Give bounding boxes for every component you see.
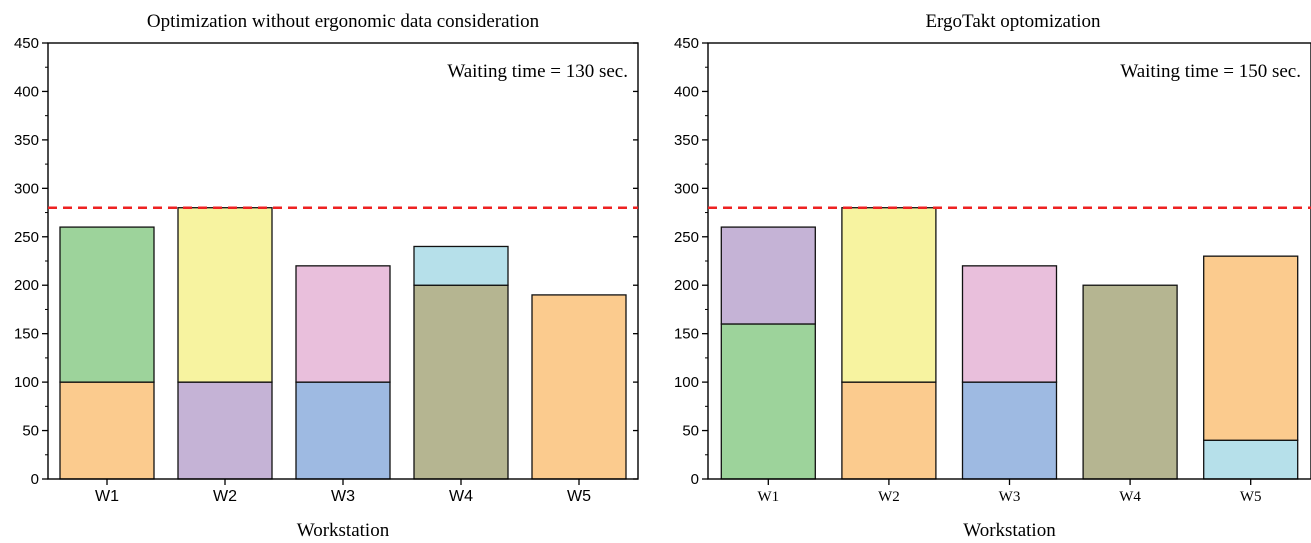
bar-W1-segment-1 xyxy=(720,323,816,480)
y-tick-label: 100 xyxy=(14,374,39,391)
y-tick-label: 300 xyxy=(674,180,699,197)
y-tick-label: 200 xyxy=(674,277,699,294)
x-axis-label: Workstation xyxy=(963,520,1056,541)
y-tick-label: 350 xyxy=(14,132,39,149)
bar-W3-segment-1 xyxy=(961,381,1058,480)
y-tick-label: 300 xyxy=(14,180,39,197)
y-tick-label: 150 xyxy=(14,326,39,343)
bar-W2-segment-1 xyxy=(177,381,273,480)
y-tick-label: 450 xyxy=(14,35,39,52)
x-tick-label: W2 xyxy=(878,489,900,505)
bar-W3-segment-1 xyxy=(295,381,391,480)
x-tick-label: W3 xyxy=(999,489,1021,505)
y-tick-label: 0 xyxy=(31,471,39,488)
bar-W5-segment-1 xyxy=(1203,439,1299,480)
bar-W1-segment-2 xyxy=(720,226,816,325)
y-tick-label: 250 xyxy=(674,229,699,246)
x-tick-label: W3 xyxy=(331,488,355,505)
chart-title: ErgoTakt optomization xyxy=(925,11,1101,32)
x-tick-label: W5 xyxy=(567,488,591,505)
bar-W3-segment-2 xyxy=(961,265,1058,383)
bar-W2-segment-2 xyxy=(841,207,937,383)
bar-W2-segment-1 xyxy=(841,381,937,480)
x-tick-label: W1 xyxy=(95,488,119,505)
bar-W1-segment-2 xyxy=(59,226,155,383)
waiting-time-annotation: Waiting time = 150 sec. xyxy=(1120,61,1301,82)
x-tick-label: W2 xyxy=(213,488,237,505)
bar-W4-segment-1 xyxy=(413,284,509,480)
y-tick-label: 400 xyxy=(14,83,39,100)
x-tick-label: W4 xyxy=(449,488,473,505)
bar-W4-segment-1 xyxy=(1082,284,1178,480)
bar-W3-segment-2 xyxy=(295,265,391,383)
bar-W4-segment-2 xyxy=(413,245,509,286)
bar-W2-segment-2 xyxy=(177,207,273,383)
x-tick-label: W4 xyxy=(1119,489,1141,505)
chart-panel-2: ErgoTakt optomization 0 50 100 150 200 250 300 3… xyxy=(674,11,1311,541)
x-tick-label: W5 xyxy=(1240,489,1262,505)
y-tick-label: 150 xyxy=(674,326,699,343)
chart-title: Optimization without ergonomic data cons… xyxy=(147,11,540,32)
y-tick-label: 100 xyxy=(674,374,699,391)
bar-W1-segment-1 xyxy=(59,381,155,480)
bar-W5-segment-2 xyxy=(1203,255,1299,441)
y-tick-label: 450 xyxy=(674,35,699,52)
y-tick-label: 0 xyxy=(691,471,699,488)
y-tick-label: 200 xyxy=(14,277,39,294)
bar-W5-segment-1 xyxy=(531,294,627,480)
waiting-time-annotation: Waiting time = 130 sec. xyxy=(447,61,628,82)
y-tick-label: 400 xyxy=(674,83,699,100)
chart-panel-1: Optimization without ergonomic data cons… xyxy=(14,11,639,541)
y-tick-label: 250 xyxy=(14,229,39,246)
y-tick-label: 50 xyxy=(22,423,39,440)
x-tick-label: W1 xyxy=(757,489,779,505)
y-tick-label: 350 xyxy=(674,132,699,149)
x-axis-label: Workstation xyxy=(297,520,390,541)
y-tick-label: 50 xyxy=(682,423,699,440)
